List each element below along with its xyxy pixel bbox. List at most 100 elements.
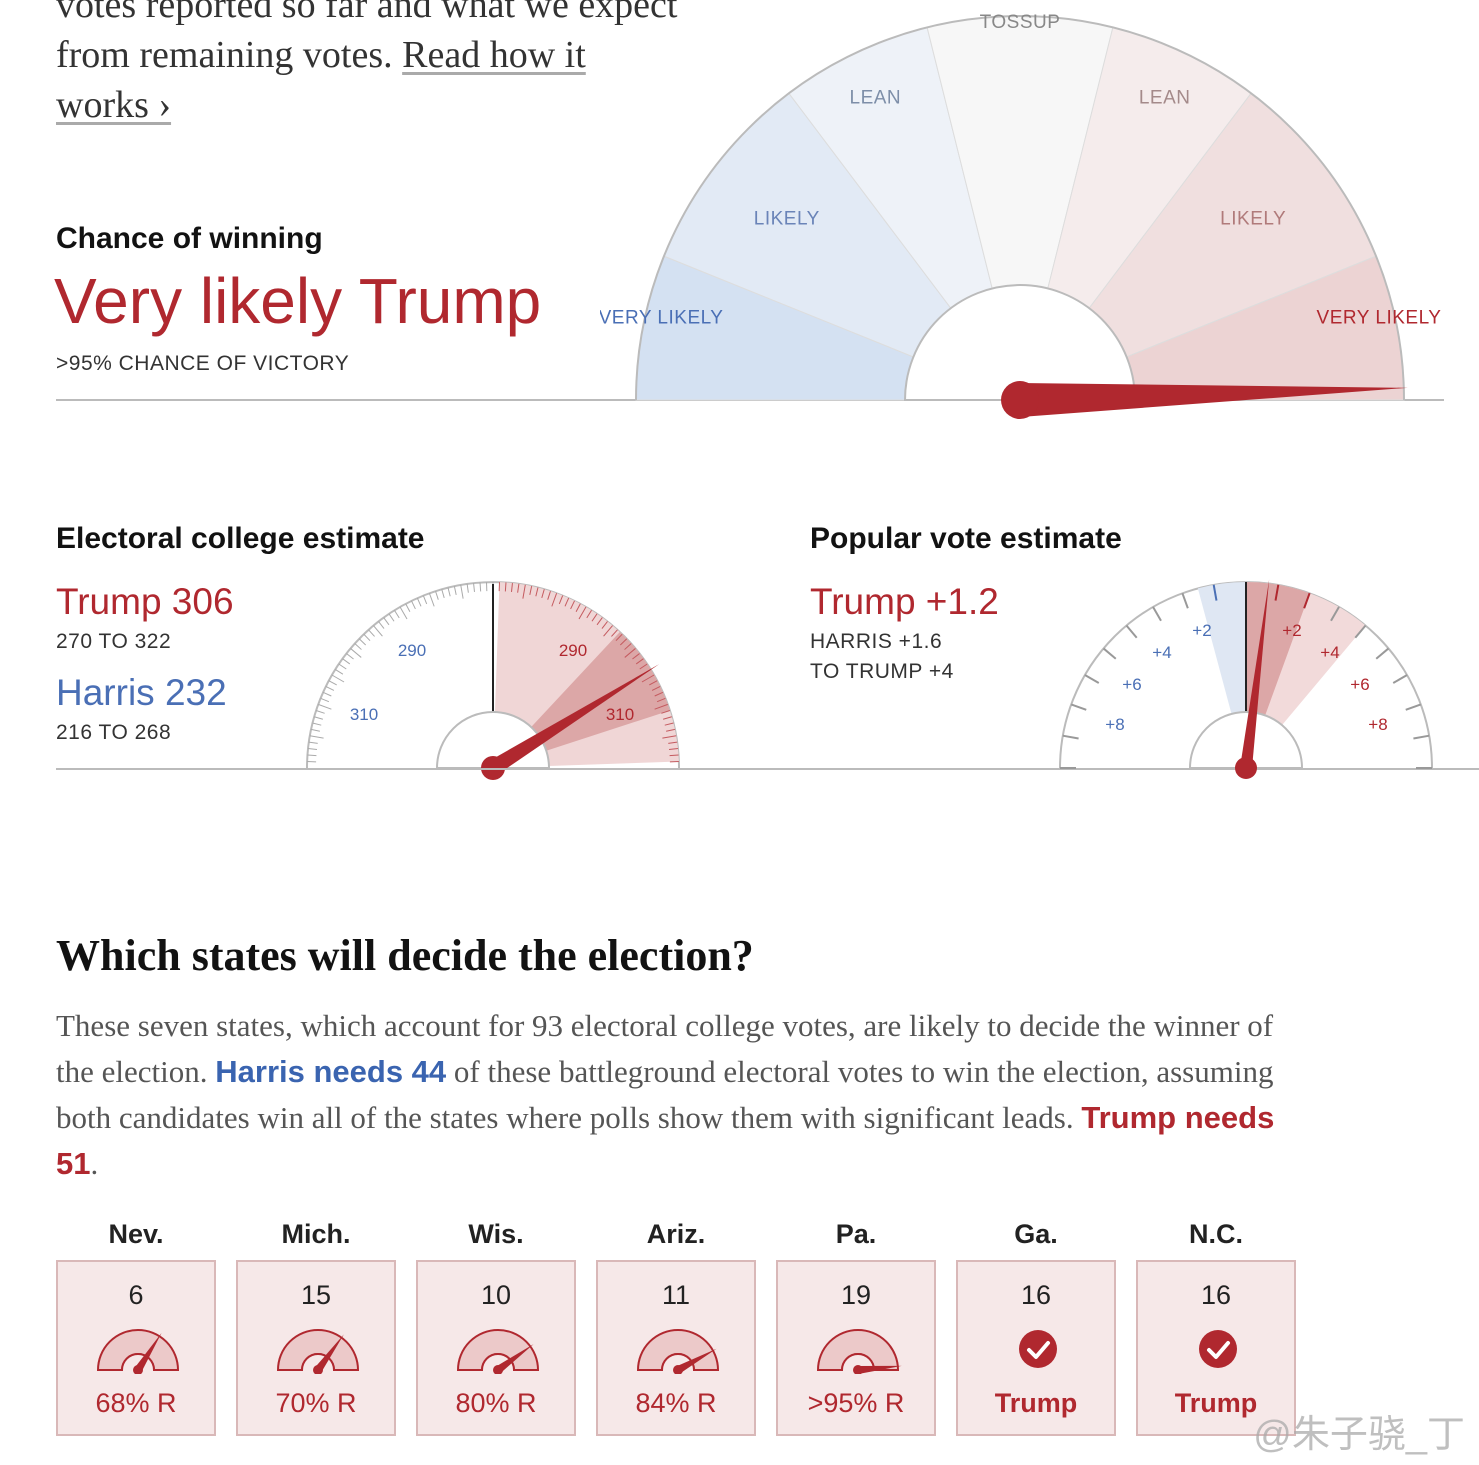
ec-tick (596, 617, 603, 626)
ec-tick (334, 669, 344, 675)
ec-tick (529, 585, 533, 595)
state-electoral-votes: 11 (661, 1280, 691, 1310)
read-how-link-2[interactable]: works › (56, 84, 172, 126)
ec-tick-label: 290 (398, 641, 426, 660)
ec-tick (624, 648, 636, 658)
chance-heading: Chance of winning (56, 222, 323, 255)
states-paragraph: These seven states, which account for 93… (56, 1008, 1275, 1181)
ec-tick (399, 606, 408, 620)
pv-tick (1330, 606, 1340, 622)
chance-labels: VERY LIKELY LIKELY LEAN TOSSUP LEAN LIKELY VER… (600, 12, 1441, 329)
ec-tick (435, 590, 439, 600)
state-box: 16 Trump (956, 1260, 1116, 1436)
check-circle-icon (1199, 1330, 1237, 1368)
ec-tick (405, 603, 411, 612)
ec-tick (466, 583, 469, 593)
state-name: Ga. (1014, 1219, 1058, 1249)
state-box: 19 >95% R (776, 1260, 936, 1436)
state-electoral-votes: 10 (480, 1280, 512, 1310)
intro-line-2: from remaining votes. Read how it (56, 34, 586, 76)
ec-tick (601, 621, 608, 629)
chance-segment-label: VERY LIKELY (1317, 308, 1442, 329)
ec-tick (378, 621, 385, 629)
read-how-link[interactable]: Read how it (402, 34, 586, 76)
pv-tick (1152, 606, 1162, 622)
pv-tick-label: +2 (1192, 621, 1211, 640)
ec-tick (558, 595, 564, 605)
state-card: Pa. 19 >95% R (776, 1212, 936, 1436)
ec-tick (322, 691, 332, 697)
ec-tick (654, 703, 668, 710)
chance-segment-label: LIKELY (1220, 208, 1286, 229)
ec-tick (547, 590, 551, 600)
pv-tick (1084, 674, 1100, 684)
chance-gauge-hub (903, 284, 1137, 401)
ec-tick (373, 625, 383, 637)
ec-tick (307, 748, 318, 750)
chance-needle (1001, 381, 1408, 419)
ec-tick (649, 680, 658, 686)
ec-tick (308, 741, 318, 744)
pv-tick-label: +6 (1350, 675, 1369, 694)
chance-segment-label: LIKELY (754, 208, 820, 229)
ec-tick (342, 658, 351, 665)
state-result: Trump (1174, 1388, 1258, 1418)
mini-gauge-needle (134, 1332, 162, 1373)
ec-tick (619, 638, 628, 646)
pv-tick (1354, 624, 1367, 639)
ec-tick (641, 674, 655, 683)
states-title: Which states will decide the election? (56, 931, 754, 980)
state-name: N.C. (1189, 1219, 1243, 1249)
popular-heading: Popular vote estimate (810, 522, 1122, 555)
ec-tick (575, 603, 581, 612)
ec-tick-label: 290 (559, 641, 587, 660)
ec-tick (309, 735, 324, 739)
ec-tick (331, 674, 345, 683)
check-mark (1027, 1341, 1050, 1359)
state-electoral-votes: 19 (840, 1280, 872, 1310)
ec-tick (315, 710, 325, 714)
ec-tick (632, 653, 640, 660)
ec-tick (314, 716, 323, 720)
mini-gauge-needle-hub (493, 1365, 503, 1374)
pv-tick-label: +2 (1282, 621, 1301, 640)
ec-tick (504, 582, 507, 592)
ec-tick (441, 589, 445, 598)
harris-needs: Harris needs 44 (215, 1054, 447, 1089)
ec-tick (668, 741, 678, 744)
state-box: 16 Trump (1136, 1260, 1296, 1436)
pv-tick-label: +8 (1368, 715, 1387, 734)
chance-segment-label: LEAN (1139, 87, 1191, 108)
electoral-trump: Trump 306 (56, 581, 234, 622)
ec-tick (517, 583, 520, 593)
mini-gauge-needle-hub (133, 1365, 143, 1374)
mini-gauge-needle-hub (853, 1365, 863, 1374)
state-card: Wis. 10 80% R (416, 1212, 576, 1436)
check-mark (1207, 1341, 1230, 1359)
ec-tick (668, 748, 679, 750)
pv-range-dark (1246, 582, 1310, 716)
state-name: Wis. (468, 1219, 524, 1249)
ec-tick (307, 754, 317, 757)
electoral-trump-range: 270 TO 322 (56, 630, 172, 653)
ec-tick (669, 754, 679, 757)
electoral-harris-range: 216 TO 268 (56, 721, 172, 744)
intro-text: votes reported so far and what we expect… (56, 0, 716, 130)
ec-tick (639, 663, 648, 670)
chance-needle-bar (1019, 383, 1408, 417)
popular-gauge-marks: +2 +4 +6 +8 +2 +4 +6 +8 (1059, 579, 1433, 779)
ec-tick (615, 633, 623, 642)
state-box: 6 68% R (56, 1260, 216, 1436)
state-mini-gauge (636, 1329, 720, 1374)
ec-tick (416, 597, 422, 607)
ec-tick (320, 697, 330, 703)
chance-gauge: VERY LIKELY LIKELY LEAN TOSSUP LEAN LIKELY VER… (600, 12, 1441, 419)
ec-tick (578, 606, 587, 620)
pv-tick (1212, 584, 1218, 601)
mini-gauge-needle (857, 1365, 902, 1374)
popular-headline: Trump +1.2 (810, 581, 999, 622)
ec-tick (479, 582, 482, 592)
ec-tick (663, 716, 672, 720)
pv-tick-label: +6 (1122, 675, 1141, 694)
chance-needle-bar-hub (1001, 381, 1039, 419)
